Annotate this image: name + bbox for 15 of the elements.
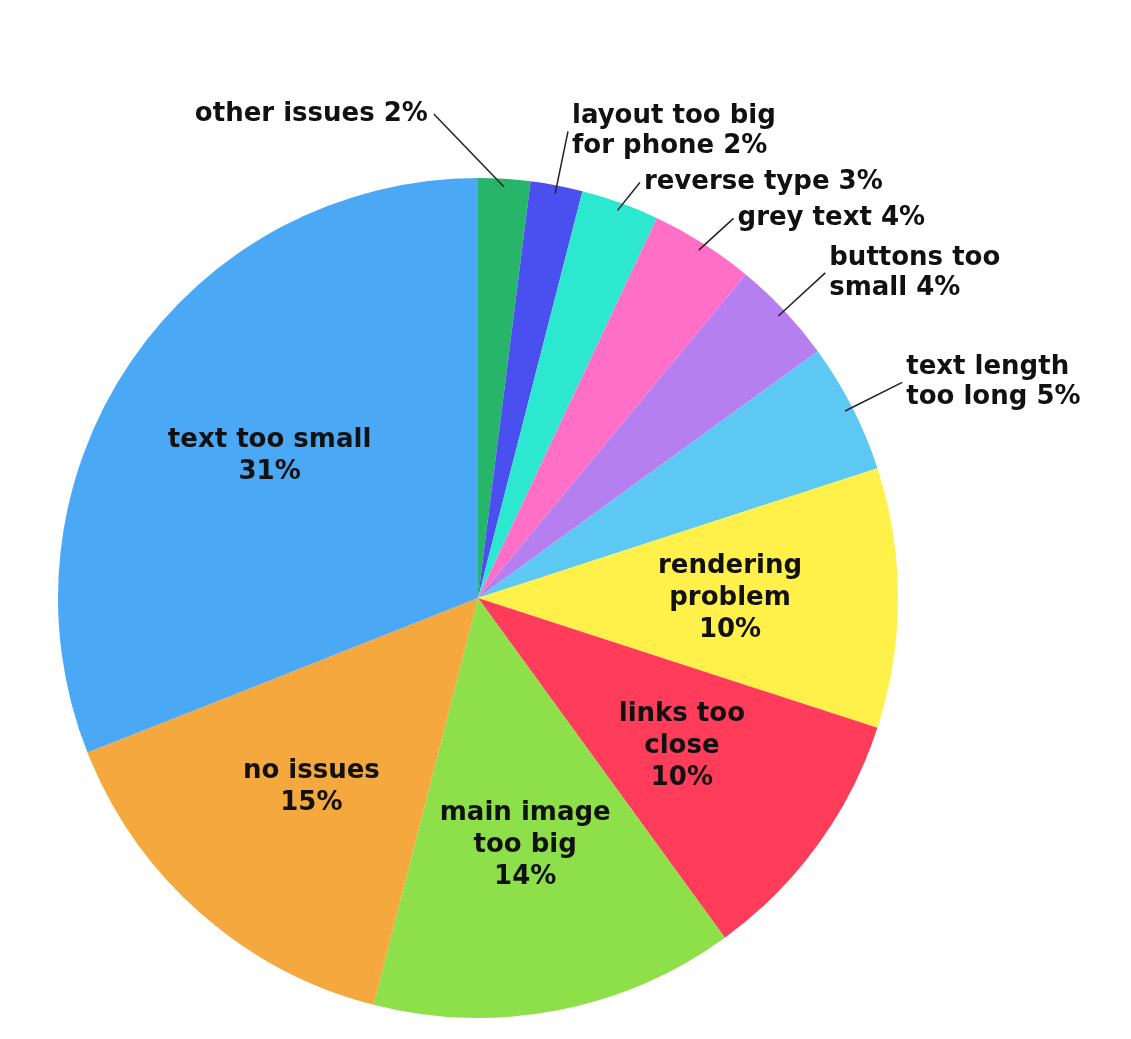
slice-label: links too close (618, 696, 746, 759)
slice-label: text length too long 5% (906, 350, 1081, 411)
slice-label: grey text 4% (737, 201, 926, 232)
data-label: 10% (698, 612, 762, 643)
slice-label: reverse type 3% (643, 165, 883, 196)
data-label: 15% (280, 785, 343, 816)
data-label: 14% (494, 860, 557, 891)
slice-label: other issues 2% (194, 96, 428, 127)
slice-label: main image too big (439, 796, 611, 859)
slice-label: buttons too small 4% (829, 240, 1001, 301)
slice-label: no issues (242, 753, 380, 784)
data-label: 31% (238, 455, 301, 486)
data-label: 10% (650, 760, 713, 791)
slice-label: text too small (167, 423, 372, 454)
slice-label: rendering problem (657, 548, 803, 611)
